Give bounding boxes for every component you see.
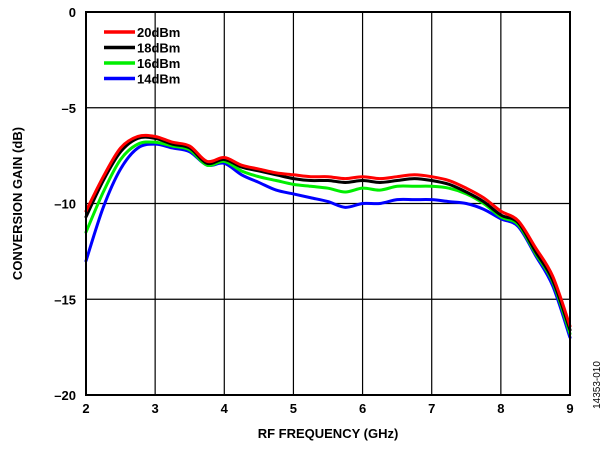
y-axis-label: CONVERSION GAIN (dB) (10, 127, 25, 280)
legend-label-18dBm: 18dBm (137, 41, 180, 56)
series-layer (84, 133, 572, 340)
x-tick-label: 6 (359, 401, 366, 416)
tick-layer: 2 3 4 5 6 7 8 9 0 –5 –10 –15 –20 (54, 5, 573, 416)
y-tick-label: –15 (54, 292, 76, 307)
y-tick-label: –10 (54, 197, 76, 212)
x-axis-label: RF FREQUENCY (GHz) (258, 426, 399, 441)
x-tick-label: 7 (428, 401, 435, 416)
legend-label-14dBm: 14dBm (137, 72, 180, 87)
x-tick-label: 3 (152, 401, 159, 416)
plot-frame (85, 11, 571, 396)
x-tick-label: 8 (497, 401, 504, 416)
series-line-18dBm (84, 135, 572, 332)
legend-label-20dBm: 20dBm (137, 25, 180, 40)
grid-layer (86, 12, 570, 395)
y-tick-label: –20 (54, 388, 76, 403)
figure-id: 14353-010 (592, 361, 603, 409)
y-tick-label: –5 (62, 101, 76, 116)
x-tick-label: 9 (566, 401, 573, 416)
series-line-20dBm (84, 133, 572, 328)
x-tick-label: 5 (290, 401, 297, 416)
series-line-14dBm (84, 142, 572, 340)
x-tick-label: 4 (221, 401, 229, 416)
x-tick-label: 2 (82, 401, 89, 416)
legend-label-16dBm: 16dBm (137, 56, 180, 71)
series-line-16dBm (84, 140, 572, 336)
y-tick-label: 0 (69, 5, 76, 20)
